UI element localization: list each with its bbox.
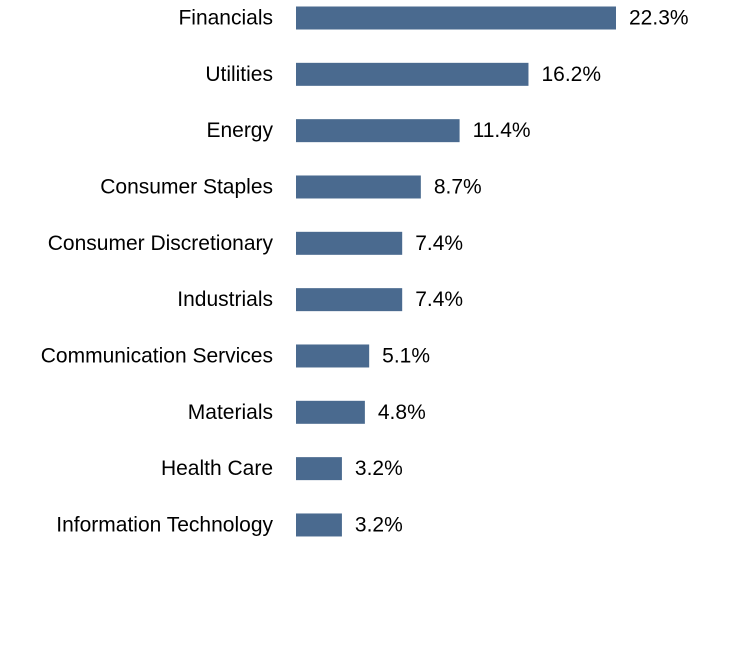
bar-8 (296, 457, 342, 481)
category-label-3: Consumer Staples (100, 175, 273, 198)
bar-9 (296, 513, 342, 537)
category-label-4: Consumer Discretionary (48, 232, 274, 255)
value-label-3: 8.7% (434, 175, 482, 198)
bars-layer (296, 6, 616, 537)
value-label-5: 7.4% (415, 288, 463, 311)
value-label-1: 16.2% (541, 63, 601, 86)
value-label-9: 3.2% (355, 513, 403, 536)
value-label-4: 7.4% (415, 232, 463, 255)
category-labels: Financials Utilities Energy Consumer Staple… (41, 7, 274, 537)
category-label-0: Financials (178, 7, 273, 30)
bar-5 (296, 288, 403, 312)
bar-6 (296, 344, 370, 368)
category-label-8: Health Care (161, 457, 273, 480)
bar-4 (296, 231, 403, 255)
bar-3 (296, 175, 421, 199)
value-label-8: 3.2% (355, 457, 403, 480)
bar-2 (296, 119, 460, 143)
category-label-7: Materials (188, 401, 273, 424)
value-label-2: 11.4% (473, 119, 531, 142)
bar-0 (296, 6, 616, 30)
value-label-7: 4.8% (378, 401, 426, 424)
value-label-0: 22.3% (629, 7, 689, 30)
category-label-2: Energy (206, 119, 273, 142)
value-labels: 22.3% 16.2% 11.4% 8.7% 7.4% 7.4% 5.1% 4.8% 3.2% 3… (355, 7, 689, 537)
bar-1 (296, 62, 529, 86)
category-label-5: Industrials (177, 288, 273, 311)
category-label-9: Information Technology (56, 513, 273, 536)
value-label-6: 5.1% (382, 344, 430, 367)
category-label-1: Utilities (205, 63, 273, 86)
bar-7 (296, 400, 365, 424)
category-label-6: Communication Services (41, 344, 273, 367)
